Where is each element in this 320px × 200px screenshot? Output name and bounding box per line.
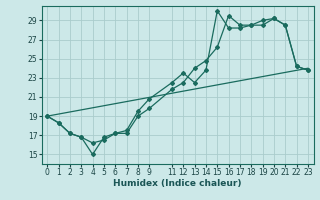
X-axis label: Humidex (Indice chaleur): Humidex (Indice chaleur) [113,179,242,188]
